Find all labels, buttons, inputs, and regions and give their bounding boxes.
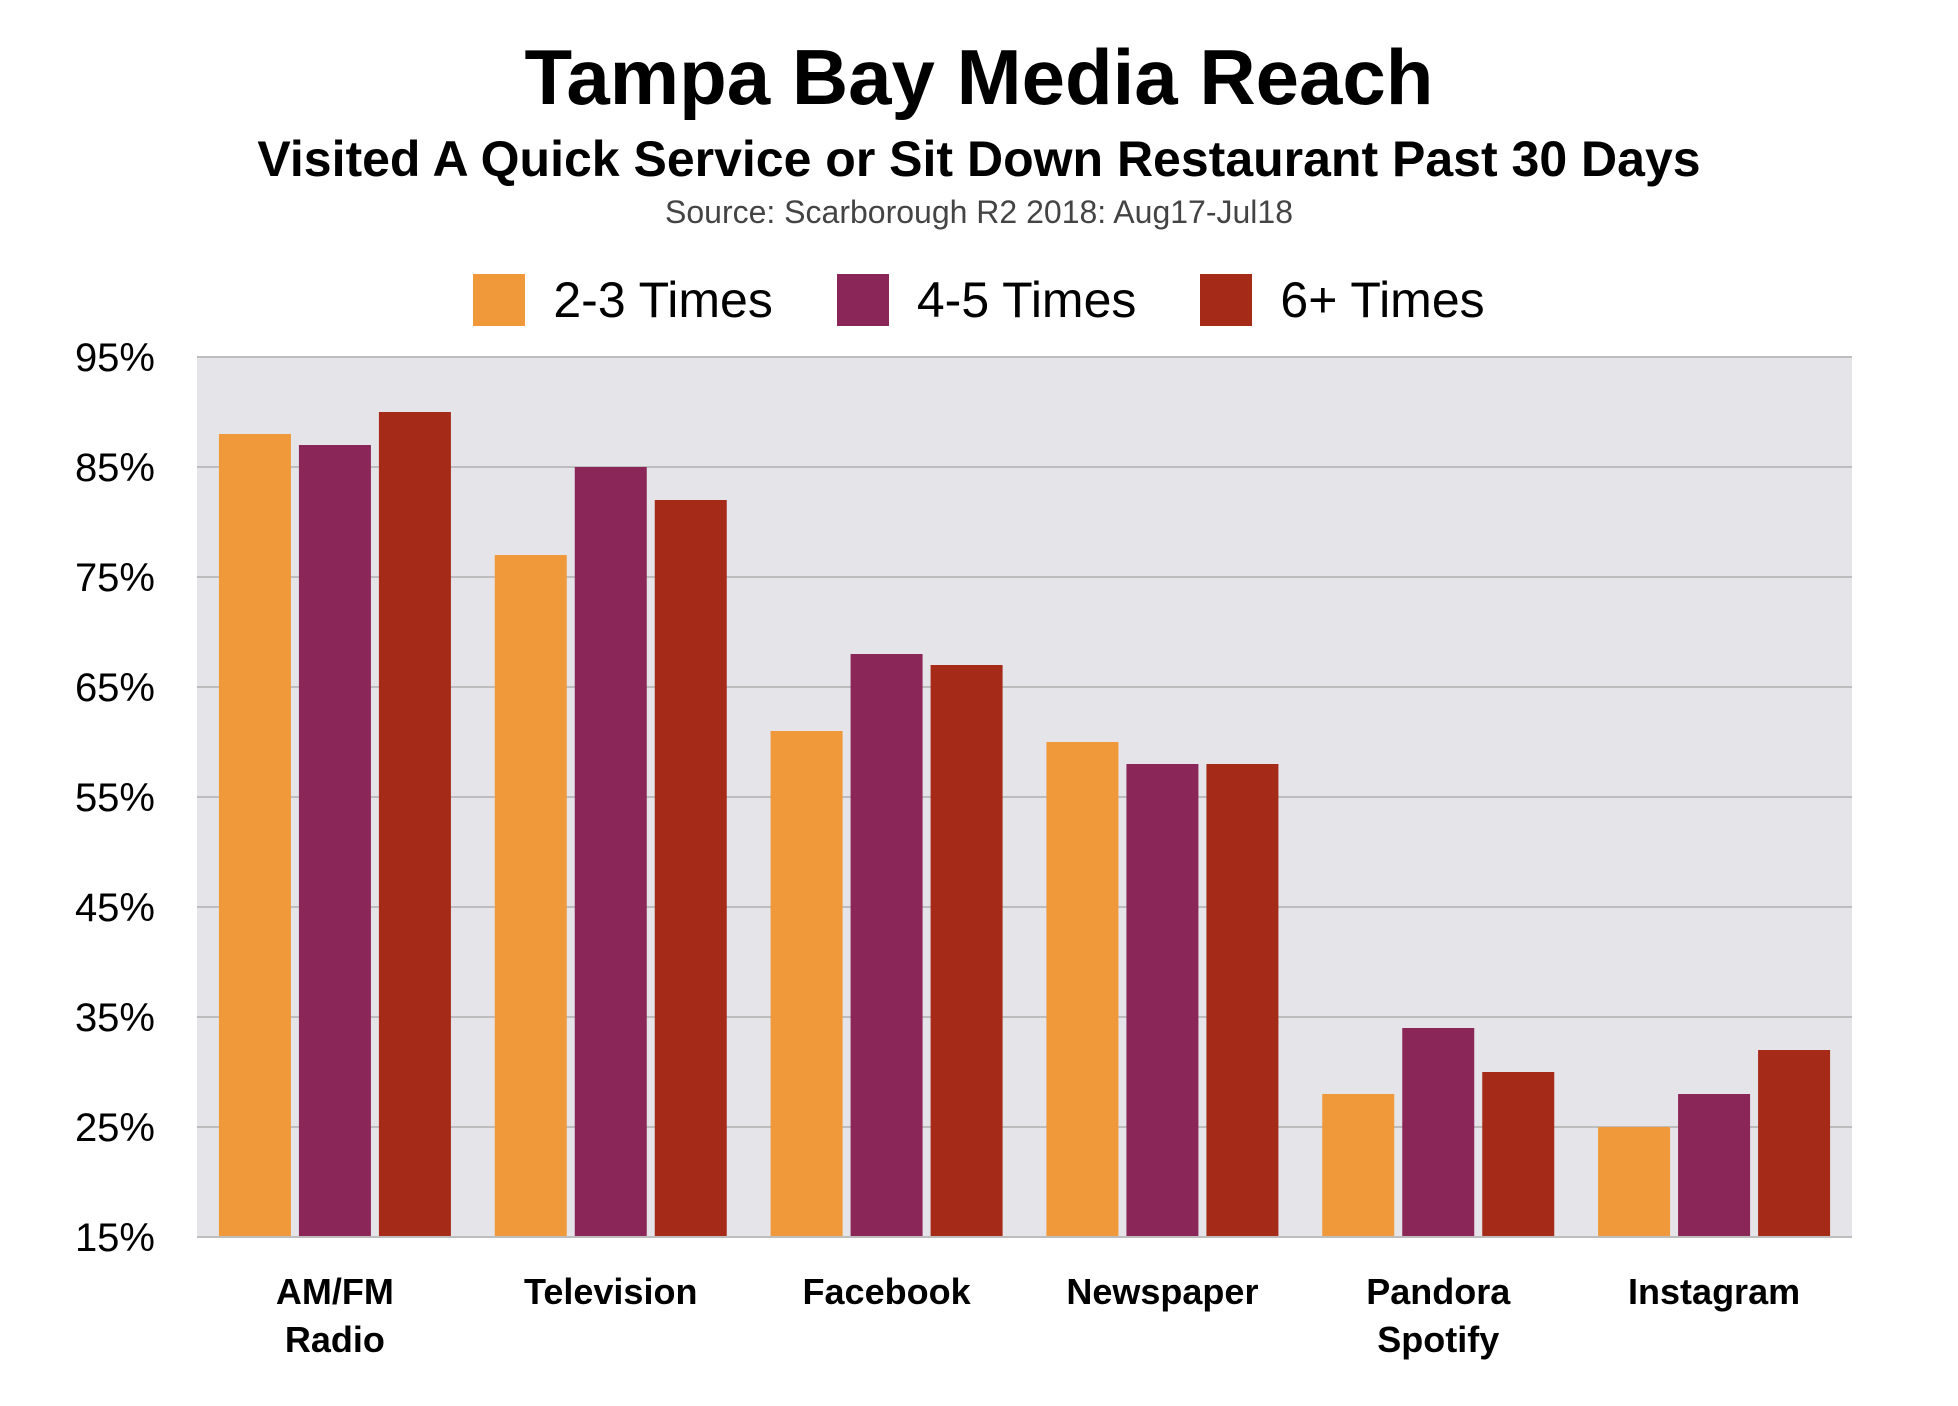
bar-newspaper-6-times	[1206, 764, 1279, 1237]
x-tick-label-am-fm-radio: AM/FM Radio	[276, 1271, 394, 1360]
x-tick-label-instagram: Instagram	[1628, 1271, 1800, 1312]
legend-swatch-6-plus-times	[1200, 274, 1253, 326]
bar-pandora-spotify-2-3-times	[1322, 1094, 1395, 1237]
legend-swatch-2-3-times	[473, 274, 526, 326]
bar-instagram-4-5-times	[1678, 1094, 1751, 1237]
bar-facebook-2-3-times	[770, 731, 843, 1237]
legend-item-4-5-times: 4-5 Times	[836, 272, 1137, 328]
y-tick-label-95: 95%	[75, 336, 155, 380]
legend-label-6-plus-times: 6+ Times	[1280, 272, 1485, 328]
bar-television-4-5-times	[574, 467, 647, 1237]
y-tick-label-85: 85%	[75, 446, 155, 490]
legend-swatch-4-5-times	[836, 274, 889, 326]
chart-subtitle: Visited A Quick Service or Sit Down Rest…	[257, 131, 1701, 187]
bar-television-2-3-times	[494, 555, 567, 1237]
legend-label-4-5-times: 4-5 Times	[916, 272, 1137, 328]
legend-label-2-3-times: 2-3 Times	[553, 272, 773, 328]
bar-facebook-6-times	[930, 665, 1003, 1237]
chart-legend: 2-3 Times 4-5 Times 6+ Times	[0, 272, 1958, 328]
chart-source: Source: Scarborough R2 2018: Aug17-Jul18	[665, 194, 1293, 230]
bar-instagram-6-times	[1758, 1050, 1831, 1237]
x-tick-label-pandora-spotify: Pandora Spotify	[1366, 1271, 1511, 1360]
x-tick-label-facebook: Facebook	[803, 1271, 972, 1312]
x-tick-label-newspaper: Newspaper	[1066, 1271, 1258, 1312]
bar-am-fm-radio-2-3-times	[218, 434, 291, 1237]
y-tick-label-15: 15%	[75, 1216, 155, 1260]
chart-title: Tampa Bay Media Reach	[524, 33, 1434, 121]
y-tick-label-75: 75%	[75, 556, 155, 600]
bar-newspaper-4-5-times	[1126, 764, 1199, 1237]
bar-am-fm-radio-6-times	[378, 412, 451, 1237]
bar-instagram-2-3-times	[1598, 1127, 1671, 1237]
bar-television-6-times	[654, 500, 727, 1237]
y-tick-label-55: 55%	[75, 776, 155, 820]
y-tick-label-25: 25%	[75, 1106, 155, 1150]
bar-newspaper-2-3-times	[1046, 742, 1119, 1237]
y-tick-label-35: 35%	[75, 996, 155, 1040]
y-tick-label-45: 45%	[75, 886, 155, 930]
legend-item-6-plus-times: 6+ Times	[1200, 272, 1485, 328]
bar-pandora-spotify-4-5-times	[1402, 1028, 1475, 1237]
x-tick-label-television: Television	[524, 1271, 697, 1312]
bar-pandora-spotify-6-times	[1482, 1072, 1555, 1237]
y-tick-label-65: 65%	[75, 666, 155, 710]
bar-facebook-4-5-times	[850, 654, 923, 1237]
legend-item-2-3-times: 2-3 Times	[473, 274, 773, 326]
bar-am-fm-radio-4-5-times	[298, 445, 371, 1237]
